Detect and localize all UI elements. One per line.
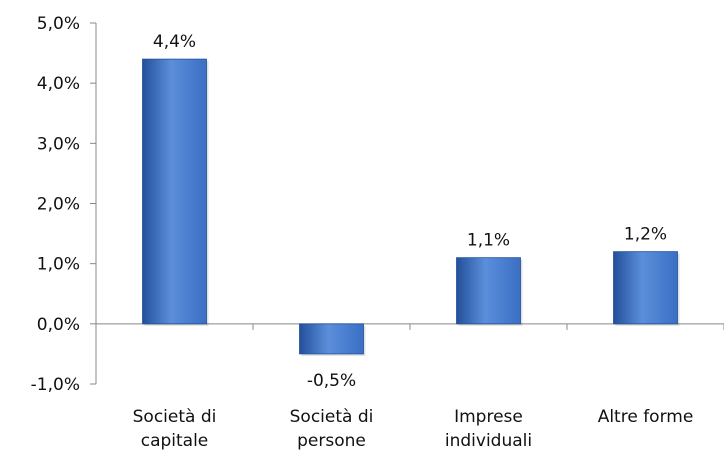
y-tick-label: -1,0% — [31, 375, 80, 395]
category-label: Società di — [290, 407, 374, 427]
y-tick-label: 3,0% — [37, 134, 80, 154]
category-label: Altre forme — [598, 407, 694, 427]
bar — [456, 257, 521, 325]
bar — [613, 251, 678, 325]
y-tick-label: 2,0% — [37, 195, 80, 215]
data-label: -0,5% — [307, 371, 356, 391]
axes: -1,0% 0,0% 1,0% 2,0% 3,0% 4,0% 5,0% — [31, 14, 724, 395]
category-label: capitale — [141, 431, 209, 451]
category-label: Imprese — [454, 407, 523, 427]
bar — [299, 323, 364, 355]
y-tick-label: 0,0% — [37, 315, 80, 335]
labels: 4,4% Società di capitale -0,5% Società di per… — [133, 32, 694, 451]
bars — [142, 58, 680, 356]
y-tick-label: 5,0% — [37, 14, 80, 34]
data-label: 1,1% — [467, 231, 510, 251]
y-tick-label: 1,0% — [37, 255, 80, 275]
data-label: 1,2% — [624, 225, 667, 245]
y-tick-label: 4,0% — [37, 74, 80, 94]
bar — [142, 58, 207, 325]
data-label: 4,4% — [153, 32, 196, 52]
category-label: individuali — [445, 431, 532, 451]
category-label: Società di — [133, 407, 217, 427]
category-label: persone — [297, 431, 366, 451]
